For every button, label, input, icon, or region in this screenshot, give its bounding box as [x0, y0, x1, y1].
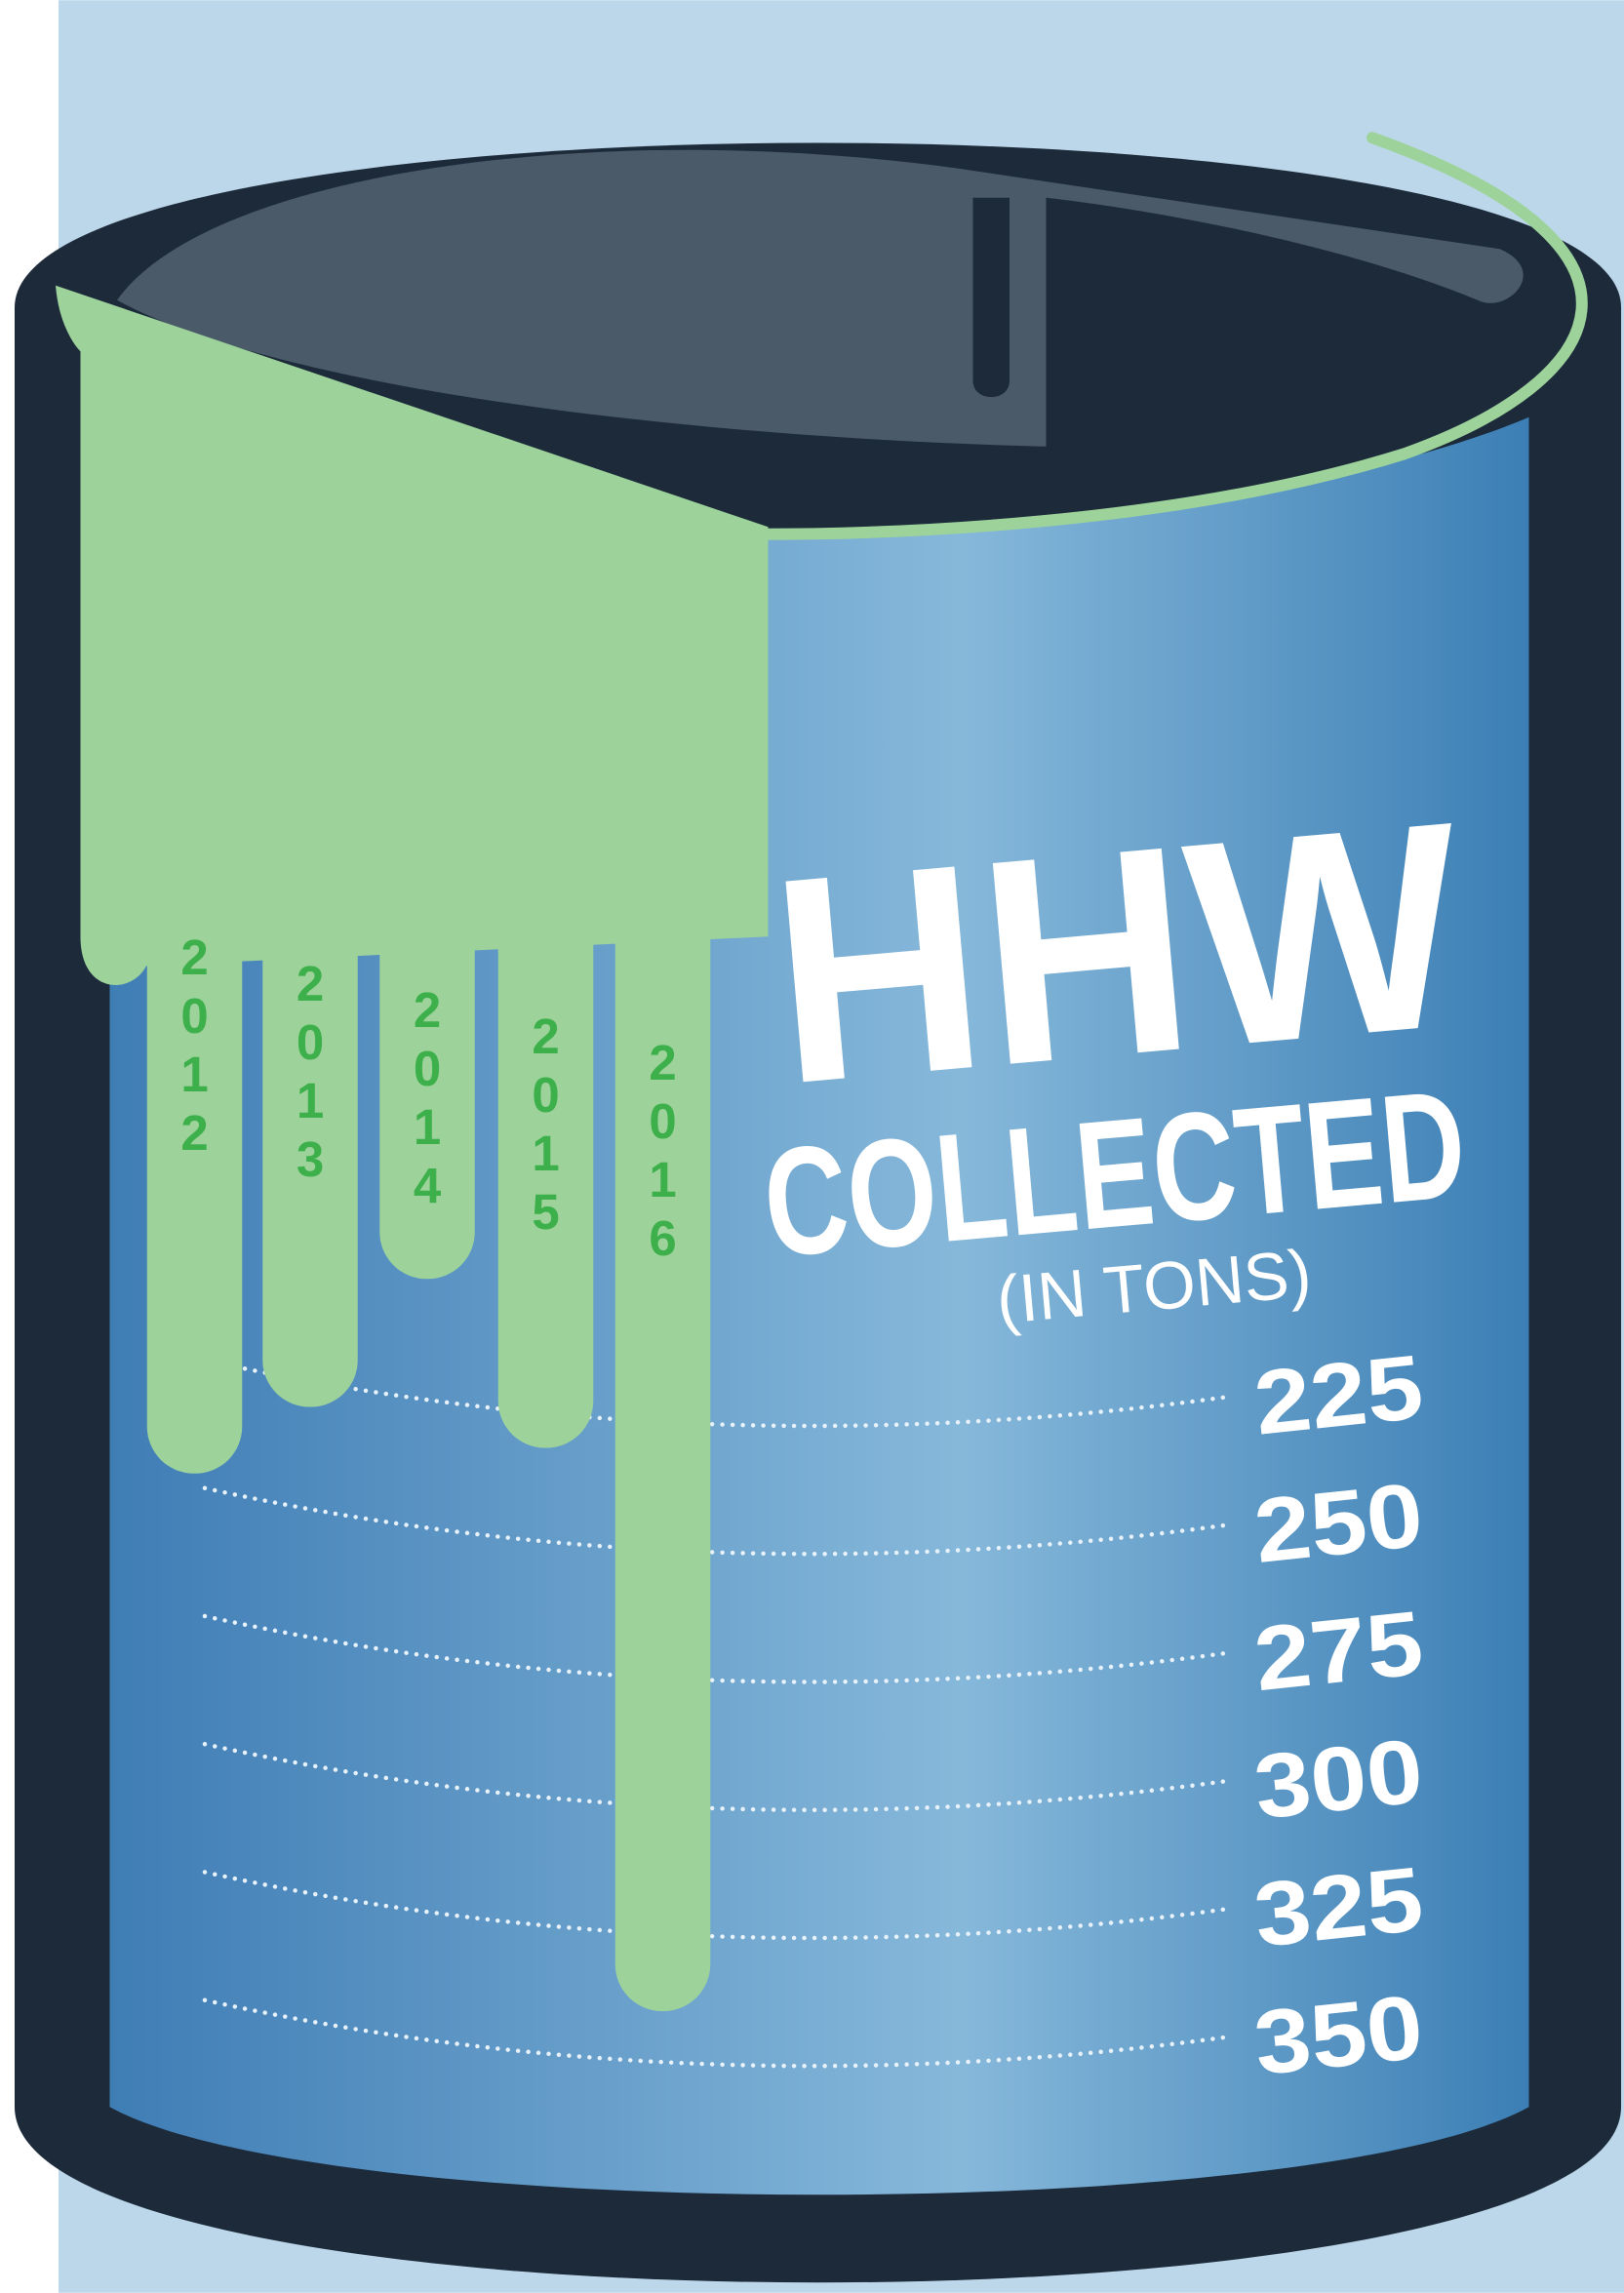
x-tick-label: 2014 [400, 982, 456, 1216]
y-tick-label: 300 [1249, 1720, 1427, 1838]
x-tick-label: 2016 [635, 1035, 691, 1269]
x-tick-label: 2012 [167, 929, 222, 1164]
paint-pool [702, 527, 769, 731]
y-tick-label: 325 [1249, 1847, 1427, 1965]
drip [615, 698, 711, 2011]
y-tick-label: 225 [1249, 1335, 1427, 1453]
x-tick-label: 2013 [283, 956, 338, 1190]
page: HHW COLLECTED (IN TONS) 2252502753003253… [0, 0, 1624, 2293]
y-tick-label: 250 [1249, 1464, 1427, 1582]
chart: HHW COLLECTED (IN TONS) 2252502753003253… [0, 0, 1624, 2293]
y-tick-label: 350 [1249, 1976, 1427, 2094]
x-tick-label: 2015 [518, 1008, 574, 1243]
y-tick-label: 275 [1249, 1592, 1427, 1710]
lid-edge [973, 198, 1010, 397]
